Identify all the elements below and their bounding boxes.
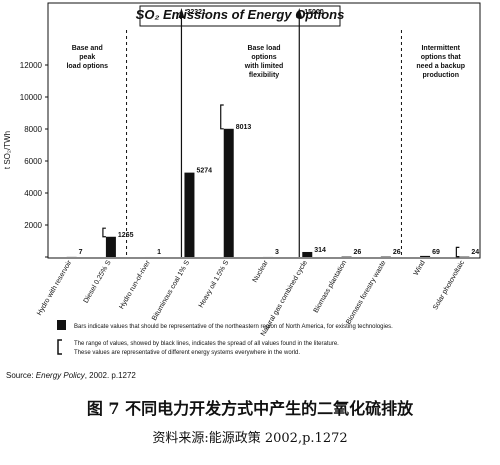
value-label: 7 — [79, 249, 83, 256]
section-label: Base load — [247, 45, 280, 52]
x-tick-label: Biomass forestry waste — [345, 259, 387, 325]
bar — [224, 129, 234, 257]
bar — [184, 173, 194, 257]
range-bracket — [103, 228, 106, 237]
y-tick-label: 8000 — [24, 125, 42, 134]
range-bracket — [456, 247, 459, 256]
legend-note: Bars indicate values that should be repr… — [74, 324, 393, 330]
x-tick-label: Hydro with reservoir — [36, 259, 74, 317]
y-tick-label: 10000 — [20, 93, 43, 102]
section-label: load options — [66, 63, 108, 70]
section-label: options that — [421, 54, 462, 61]
range-bracket — [221, 105, 224, 129]
bar — [106, 237, 116, 257]
section-label: options — [251, 54, 276, 61]
section-label: flexibility — [249, 72, 279, 79]
source-journal: Energy Policy — [36, 371, 86, 380]
x-tick-label: Biomass plantation — [313, 259, 349, 314]
x-tick-label: Hydro run-of-river — [118, 259, 152, 311]
value-label: 26 — [354, 249, 362, 256]
source-text: , 2002. p.1272 — [85, 371, 137, 380]
legend-bar-swatch — [57, 320, 66, 330]
legend-note: The range of values, showed by black lin… — [74, 341, 339, 347]
value-label: 1265 — [118, 232, 134, 239]
value-label: 314 — [314, 247, 326, 254]
source: Source: Energy Policy, 2002. p.1272 — [6, 371, 136, 380]
caption-source: 资料来源:能源政策 2002,p.1272 — [152, 430, 347, 446]
value-label: 1 — [157, 249, 161, 256]
x-tick-label: Wind — [413, 259, 427, 276]
bar — [420, 256, 430, 257]
section-label: need a backup — [416, 63, 465, 70]
range-high-label: 15000 — [304, 9, 324, 16]
y-tick-label: 6000 — [24, 157, 42, 166]
x-tick-label: Solar photovoltaic — [432, 259, 466, 311]
section-label: production — [422, 72, 459, 79]
value-label: 26 — [393, 249, 401, 256]
legend-note: These values are representative of diffe… — [74, 350, 300, 356]
value-label: 8013 — [236, 124, 252, 131]
x-tick-label: Bituminous coal 1% S — [151, 259, 191, 322]
value-label: 24 — [471, 249, 479, 256]
bar — [302, 252, 312, 257]
x-tick-label: Nuclear — [252, 259, 270, 284]
legend-range-swatch — [58, 340, 62, 354]
section-label: Intermittent — [421, 45, 460, 52]
section-label: Base and — [72, 45, 103, 52]
section-label: with limited — [244, 63, 284, 70]
source-text: Source: — [6, 371, 36, 380]
caption-title: 图 7 不同电力开发方式中产生的二氧化硫排放 — [87, 399, 414, 418]
value-label: 5274 — [196, 168, 212, 175]
x-tick-label: Heavy oil 1.5% S — [198, 259, 231, 309]
value-label: 3 — [275, 249, 279, 256]
y-axis-label: t SO₂/TWh — [3, 131, 12, 169]
section-label: peak — [79, 54, 95, 61]
value-label: 69 — [432, 249, 440, 256]
x-tick-label: Diesel 0.25% S — [83, 259, 113, 304]
y-tick-label: 4000 — [24, 189, 42, 198]
y-tick-label: 2000 — [24, 221, 42, 230]
range-high-label: 32321 — [186, 9, 206, 16]
y-tick-label: 12000 — [20, 61, 43, 70]
plot-frame — [48, 3, 480, 258]
